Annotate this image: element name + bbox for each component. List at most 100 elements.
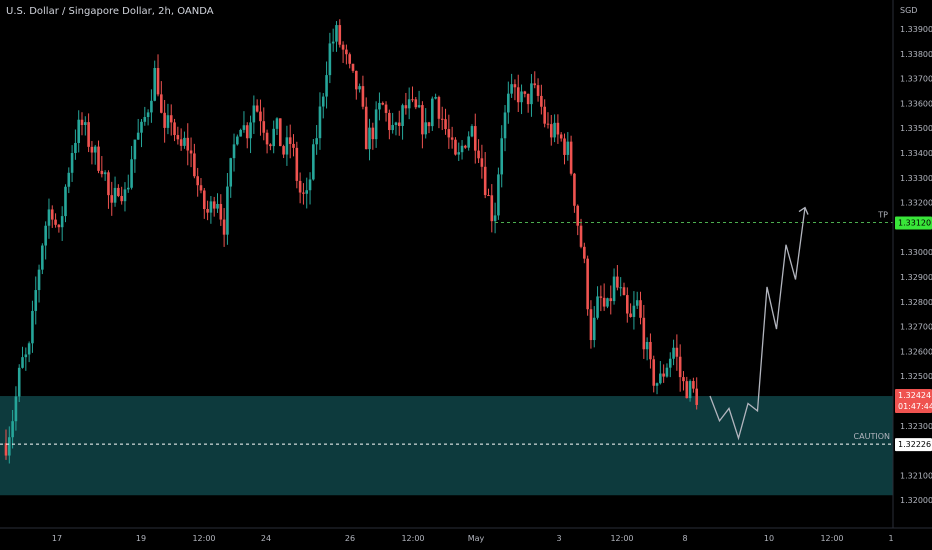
- candle-body: [166, 115, 170, 128]
- candle-body: [77, 119, 81, 143]
- candle-body: [609, 298, 613, 302]
- candle-body: [212, 201, 216, 209]
- candle-body: [8, 437, 11, 456]
- time-tick-label: 12:00: [820, 534, 843, 543]
- candle-body: [384, 104, 388, 113]
- candle-body: [103, 172, 107, 175]
- candle-body: [163, 112, 166, 128]
- projection-path: [709, 207, 806, 441]
- candle-body: [665, 367, 669, 377]
- candle-body: [549, 124, 553, 138]
- candle-body: [150, 100, 153, 113]
- candle-body: [649, 341, 652, 360]
- candle-body: [341, 44, 345, 50]
- candle-body: [93, 146, 97, 153]
- candle-body: [563, 138, 566, 155]
- candle-body: [97, 146, 100, 171]
- candle-body: [146, 112, 150, 118]
- candle-body: [391, 125, 394, 131]
- candle-body: [553, 122, 556, 138]
- candle-body: [685, 381, 689, 399]
- candle-body: [533, 83, 537, 86]
- candle-body: [348, 54, 351, 64]
- candle-body: [160, 94, 163, 113]
- caution-price-badge: [895, 438, 932, 452]
- candle-body: [41, 245, 44, 270]
- candle-body: [100, 170, 104, 175]
- candle-body: [682, 377, 685, 382]
- candle-body: [209, 201, 213, 213]
- time-tick-label: 17: [52, 534, 62, 543]
- candle-body: [596, 296, 599, 318]
- candle-body: [592, 317, 596, 341]
- candle-body: [368, 127, 371, 150]
- price-tick-label: 1.33900: [900, 25, 932, 34]
- candle-body: [216, 203, 219, 209]
- candle-body: [566, 141, 570, 155]
- candle-body: [437, 97, 441, 119]
- candle-body: [480, 158, 484, 167]
- candle-body: [427, 122, 431, 127]
- candle-body: [239, 129, 242, 137]
- candle-body: [602, 297, 606, 307]
- candle-body: [655, 383, 659, 386]
- candle-body: [44, 225, 47, 246]
- candle-body: [659, 373, 662, 384]
- current-price-badge-text: 1.32424: [898, 391, 931, 400]
- candle-body: [262, 121, 266, 133]
- candle-body: [21, 357, 24, 368]
- candle-body: [652, 359, 656, 386]
- demand-zone: [0, 396, 893, 496]
- candle-body: [629, 313, 632, 317]
- candle-body: [556, 122, 560, 135]
- candle-body: [321, 96, 325, 107]
- candle-body: [540, 95, 543, 107]
- candle-body: [678, 356, 682, 378]
- candle-body: [523, 91, 527, 94]
- candle-body: [275, 118, 279, 129]
- caution-label: CAUTION: [854, 432, 890, 441]
- candle-body: [123, 189, 127, 202]
- time-tick-label: 3: [556, 534, 561, 543]
- candle-body: [513, 84, 517, 88]
- candle-body: [295, 147, 299, 181]
- candle-body: [444, 119, 447, 130]
- time-tick-label: 8: [682, 534, 687, 543]
- candle-body: [4, 443, 8, 456]
- candle-body: [24, 354, 28, 358]
- candle-body: [388, 112, 391, 131]
- candle-body: [328, 43, 332, 76]
- candle-body: [401, 105, 404, 126]
- candle-body: [397, 122, 401, 126]
- candle-body: [503, 112, 507, 139]
- candle-body: [226, 186, 229, 235]
- candle-body: [569, 141, 573, 174]
- candle-body: [404, 105, 408, 109]
- candle-body: [110, 195, 114, 203]
- candle-body: [477, 150, 480, 159]
- candle-body: [688, 381, 692, 399]
- candle-body: [473, 126, 477, 151]
- candle-body: [622, 287, 626, 296]
- candle-body: [507, 93, 510, 113]
- candle-body: [206, 209, 209, 213]
- candle-body: [278, 118, 282, 147]
- candle-body: [431, 98, 434, 127]
- candle-body: [338, 25, 342, 45]
- candle-body: [242, 125, 246, 130]
- time-tick-label: May: [468, 534, 485, 543]
- candle-body: [586, 258, 589, 310]
- candle-body: [288, 137, 292, 144]
- candle-body: [199, 185, 203, 191]
- candle-body: [325, 75, 328, 97]
- candle-body: [559, 134, 563, 139]
- candle-body: [156, 68, 160, 95]
- candle-body: [583, 246, 586, 259]
- candle-body: [37, 269, 41, 291]
- tp-price-badge: [895, 216, 932, 230]
- candle-body: [394, 122, 398, 126]
- candle-body: [84, 122, 87, 125]
- candle-body: [470, 126, 474, 137]
- candle-body: [183, 137, 186, 146]
